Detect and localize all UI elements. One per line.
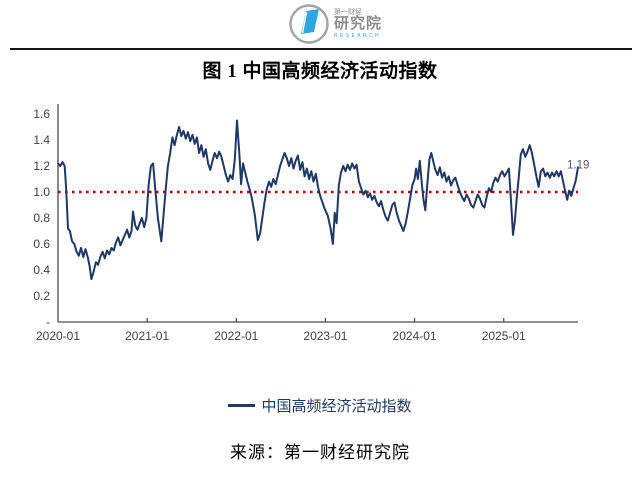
y-tick-label: 0.6 xyxy=(33,237,50,251)
y-tick-label: 0.2 xyxy=(33,289,50,303)
y-tick-label: 1.2 xyxy=(33,159,50,173)
header-divider xyxy=(10,48,632,50)
legend-line-swatch xyxy=(228,404,256,407)
y-tick-label: - xyxy=(46,315,50,329)
chart-legend: 中国高频经济活动指数 xyxy=(0,395,640,416)
x-tick-label: 2022-01 xyxy=(214,329,258,343)
logo-ring-icon xyxy=(289,4,329,44)
x-tick-label: 2023-01 xyxy=(303,329,347,343)
logo-brand-main: 研究院 xyxy=(334,16,383,32)
source-note: 来源：第一财经研究院 xyxy=(230,443,410,462)
x-tick-label: 2025-01 xyxy=(482,329,526,343)
x-tick-label: 2020-01 xyxy=(36,329,80,343)
x-tick-label: 2021-01 xyxy=(125,329,169,343)
yicai-research-logo: 第一财经 研究院 RESEARCH xyxy=(287,2,382,46)
logo-brand-small: 第一财经 xyxy=(334,9,362,16)
y-tick-label: 1.4 xyxy=(33,133,50,147)
y-tick-label: 0.8 xyxy=(33,211,50,225)
chart-title: 图 1 中国高频经济活动指数 xyxy=(202,61,438,82)
y-tick-label: 1.0 xyxy=(33,185,50,199)
logo-circle-icon xyxy=(289,4,329,44)
logo-book-slit-icon xyxy=(301,11,308,34)
economic-activity-line-chart: 2020-01 2021-01 2022-01 2023-01 2024-01 2025-… xyxy=(33,104,589,343)
x-tick-label: 2024-01 xyxy=(393,329,437,343)
y-tick-label: 0.4 xyxy=(33,263,50,277)
latest-value-label: 1.19 xyxy=(567,159,589,171)
logo-brand-sub: RESEARCH xyxy=(334,33,381,39)
y-tick-label: 1.6 xyxy=(33,107,50,121)
legend-label: 中国高频经济活动指数 xyxy=(261,399,412,415)
series-line xyxy=(57,119,579,281)
logo-text: 第一财经 研究院 RESEARCH xyxy=(334,9,382,39)
